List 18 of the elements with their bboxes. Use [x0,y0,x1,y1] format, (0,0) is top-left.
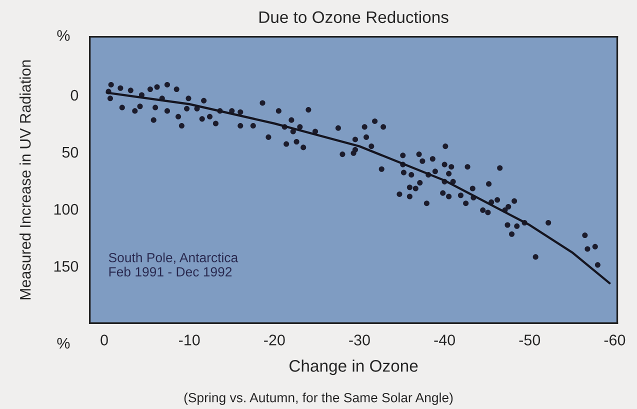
x-axis-title: Change in Ozone [290,360,418,376]
x-tick-label: -50 [519,334,540,346]
y-tick-label: 0 [70,90,78,101]
x-tick-label: -40 [434,334,456,346]
annotation: South Pole, Antarctica Feb 1991 - Dec 1992 [108,252,238,276]
x-tick-label: -10 [178,334,200,346]
x-tick-label: -60 [604,334,626,346]
text: (Spring vs. Autumn, for the Same Solar Angle) [184,392,453,405]
y-axis-title: Measured Increase in UV Radiation [20,60,31,300]
text: % [57,30,70,41]
x-tick-label: -30 [349,334,370,346]
text: % [57,338,70,349]
x-tick-label: 0 [100,334,108,346]
y-tick-label: 50 [62,146,78,158]
x-tick-label: -20 [264,334,285,346]
y-tick-label: 150 [54,260,78,272]
y-tick-label: 100 [54,204,78,215]
chart-title: Due to Ozone Reductions [259,10,448,24]
